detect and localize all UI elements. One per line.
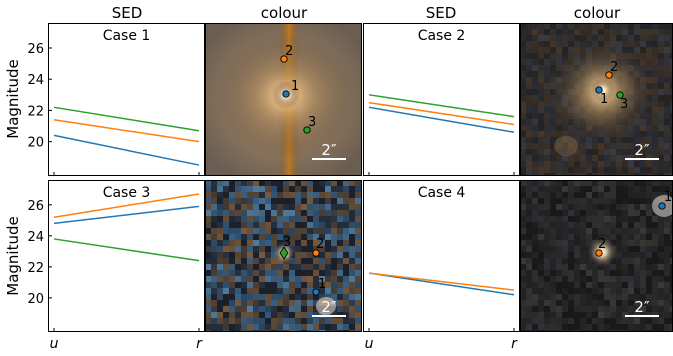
y-tick-label: 20 xyxy=(27,136,44,151)
marker-label-3: 3 xyxy=(620,97,628,112)
case-label: Case 4 xyxy=(418,185,466,201)
marker-2 xyxy=(312,249,320,257)
marker-3 xyxy=(303,126,311,134)
colour-image-case-4: 1 2 2″ xyxy=(520,180,673,332)
marker-3 xyxy=(279,246,289,260)
series-blue-line xyxy=(368,106,515,134)
y-tick-label: 24 xyxy=(27,73,44,88)
marker-label-2: 2 xyxy=(285,44,293,59)
column-title-colour-2: colour xyxy=(574,4,621,22)
series-orange-line xyxy=(53,193,200,218)
plot-frame xyxy=(363,23,520,176)
colour-image-case-2: 1 2 3 2″ xyxy=(520,23,673,176)
marker-label-2: 2 xyxy=(316,237,324,252)
case-label: Case 3 xyxy=(103,185,151,201)
y-tick-label: 22 xyxy=(27,261,44,276)
series-green-line xyxy=(53,106,200,132)
series-blue-line xyxy=(53,205,200,225)
colour-frame-case-3 xyxy=(205,180,362,332)
y-tick-label: 26 xyxy=(27,42,44,57)
plot-frame xyxy=(48,180,205,332)
y-axis-label-top: Magnitude xyxy=(4,59,22,138)
colour-image-case-3: 1 2 3 2″ xyxy=(205,180,362,332)
y-tick-label: 24 xyxy=(27,230,44,245)
marker-1 xyxy=(312,288,320,296)
colour-image-case-1: 1 2 3 2″ xyxy=(205,23,362,176)
column-title-sed-1: SED xyxy=(112,4,143,22)
y-tick-label: 20 xyxy=(27,292,44,307)
plot-frame xyxy=(48,23,205,176)
scale-bar-label: 2″ xyxy=(634,141,650,159)
column-title-colour-1: colour xyxy=(261,4,308,22)
scale-bar-label: 2″ xyxy=(321,298,337,316)
scale-bar-label: 2″ xyxy=(634,298,650,316)
marker-2 xyxy=(605,71,613,79)
column-title-sed-2: SED xyxy=(426,4,457,22)
y-tick-label: 26 xyxy=(27,199,44,214)
sed-plot-case-3: 20 22 24 26 u r Case 3 xyxy=(27,180,205,352)
marker-3 xyxy=(616,91,624,99)
sed-plot-case-2: Case 2 xyxy=(363,23,520,176)
marker-2 xyxy=(595,249,603,257)
y-axis-label-bottom: Magnitude xyxy=(4,216,22,295)
marker-1 xyxy=(282,90,290,98)
x-tick-label-r: r xyxy=(511,336,518,352)
marker-label-1: 1 xyxy=(318,277,326,292)
series-orange-line xyxy=(368,101,515,126)
series-blue-line xyxy=(368,272,515,296)
marker-label-2: 2 xyxy=(610,60,618,75)
marker-label-1: 1 xyxy=(664,190,672,205)
marker-label-2: 2 xyxy=(598,237,606,252)
marker-label-3: 3 xyxy=(283,235,291,250)
y-tick-label: 22 xyxy=(27,104,44,119)
scale-bar-label: 2″ xyxy=(321,141,337,159)
sed-plot-case-1: 20 22 24 26 Case 1 xyxy=(27,23,205,176)
series-orange-line xyxy=(368,272,515,291)
series-blue-line xyxy=(53,134,200,166)
series-green-line xyxy=(53,238,200,262)
x-tick-label-r: r xyxy=(196,336,203,352)
marker-1 xyxy=(658,202,666,210)
colour-frame-case-1 xyxy=(205,23,362,176)
plot-frame xyxy=(363,180,520,332)
marker-label-1: 1 xyxy=(600,92,608,107)
x-tick-label-u: u xyxy=(50,336,59,352)
marker-2 xyxy=(280,55,288,63)
sed-plot-case-4: u r Case 4 xyxy=(363,180,520,352)
marker-label-3: 3 xyxy=(308,115,316,130)
series-orange-line xyxy=(53,119,200,143)
marker-1 xyxy=(595,86,603,94)
series-green-line xyxy=(368,94,515,118)
case-label: Case 2 xyxy=(418,28,466,44)
case-label: Case 1 xyxy=(103,28,151,44)
x-tick-label-u: u xyxy=(365,336,374,352)
marker-label-1: 1 xyxy=(291,79,299,94)
